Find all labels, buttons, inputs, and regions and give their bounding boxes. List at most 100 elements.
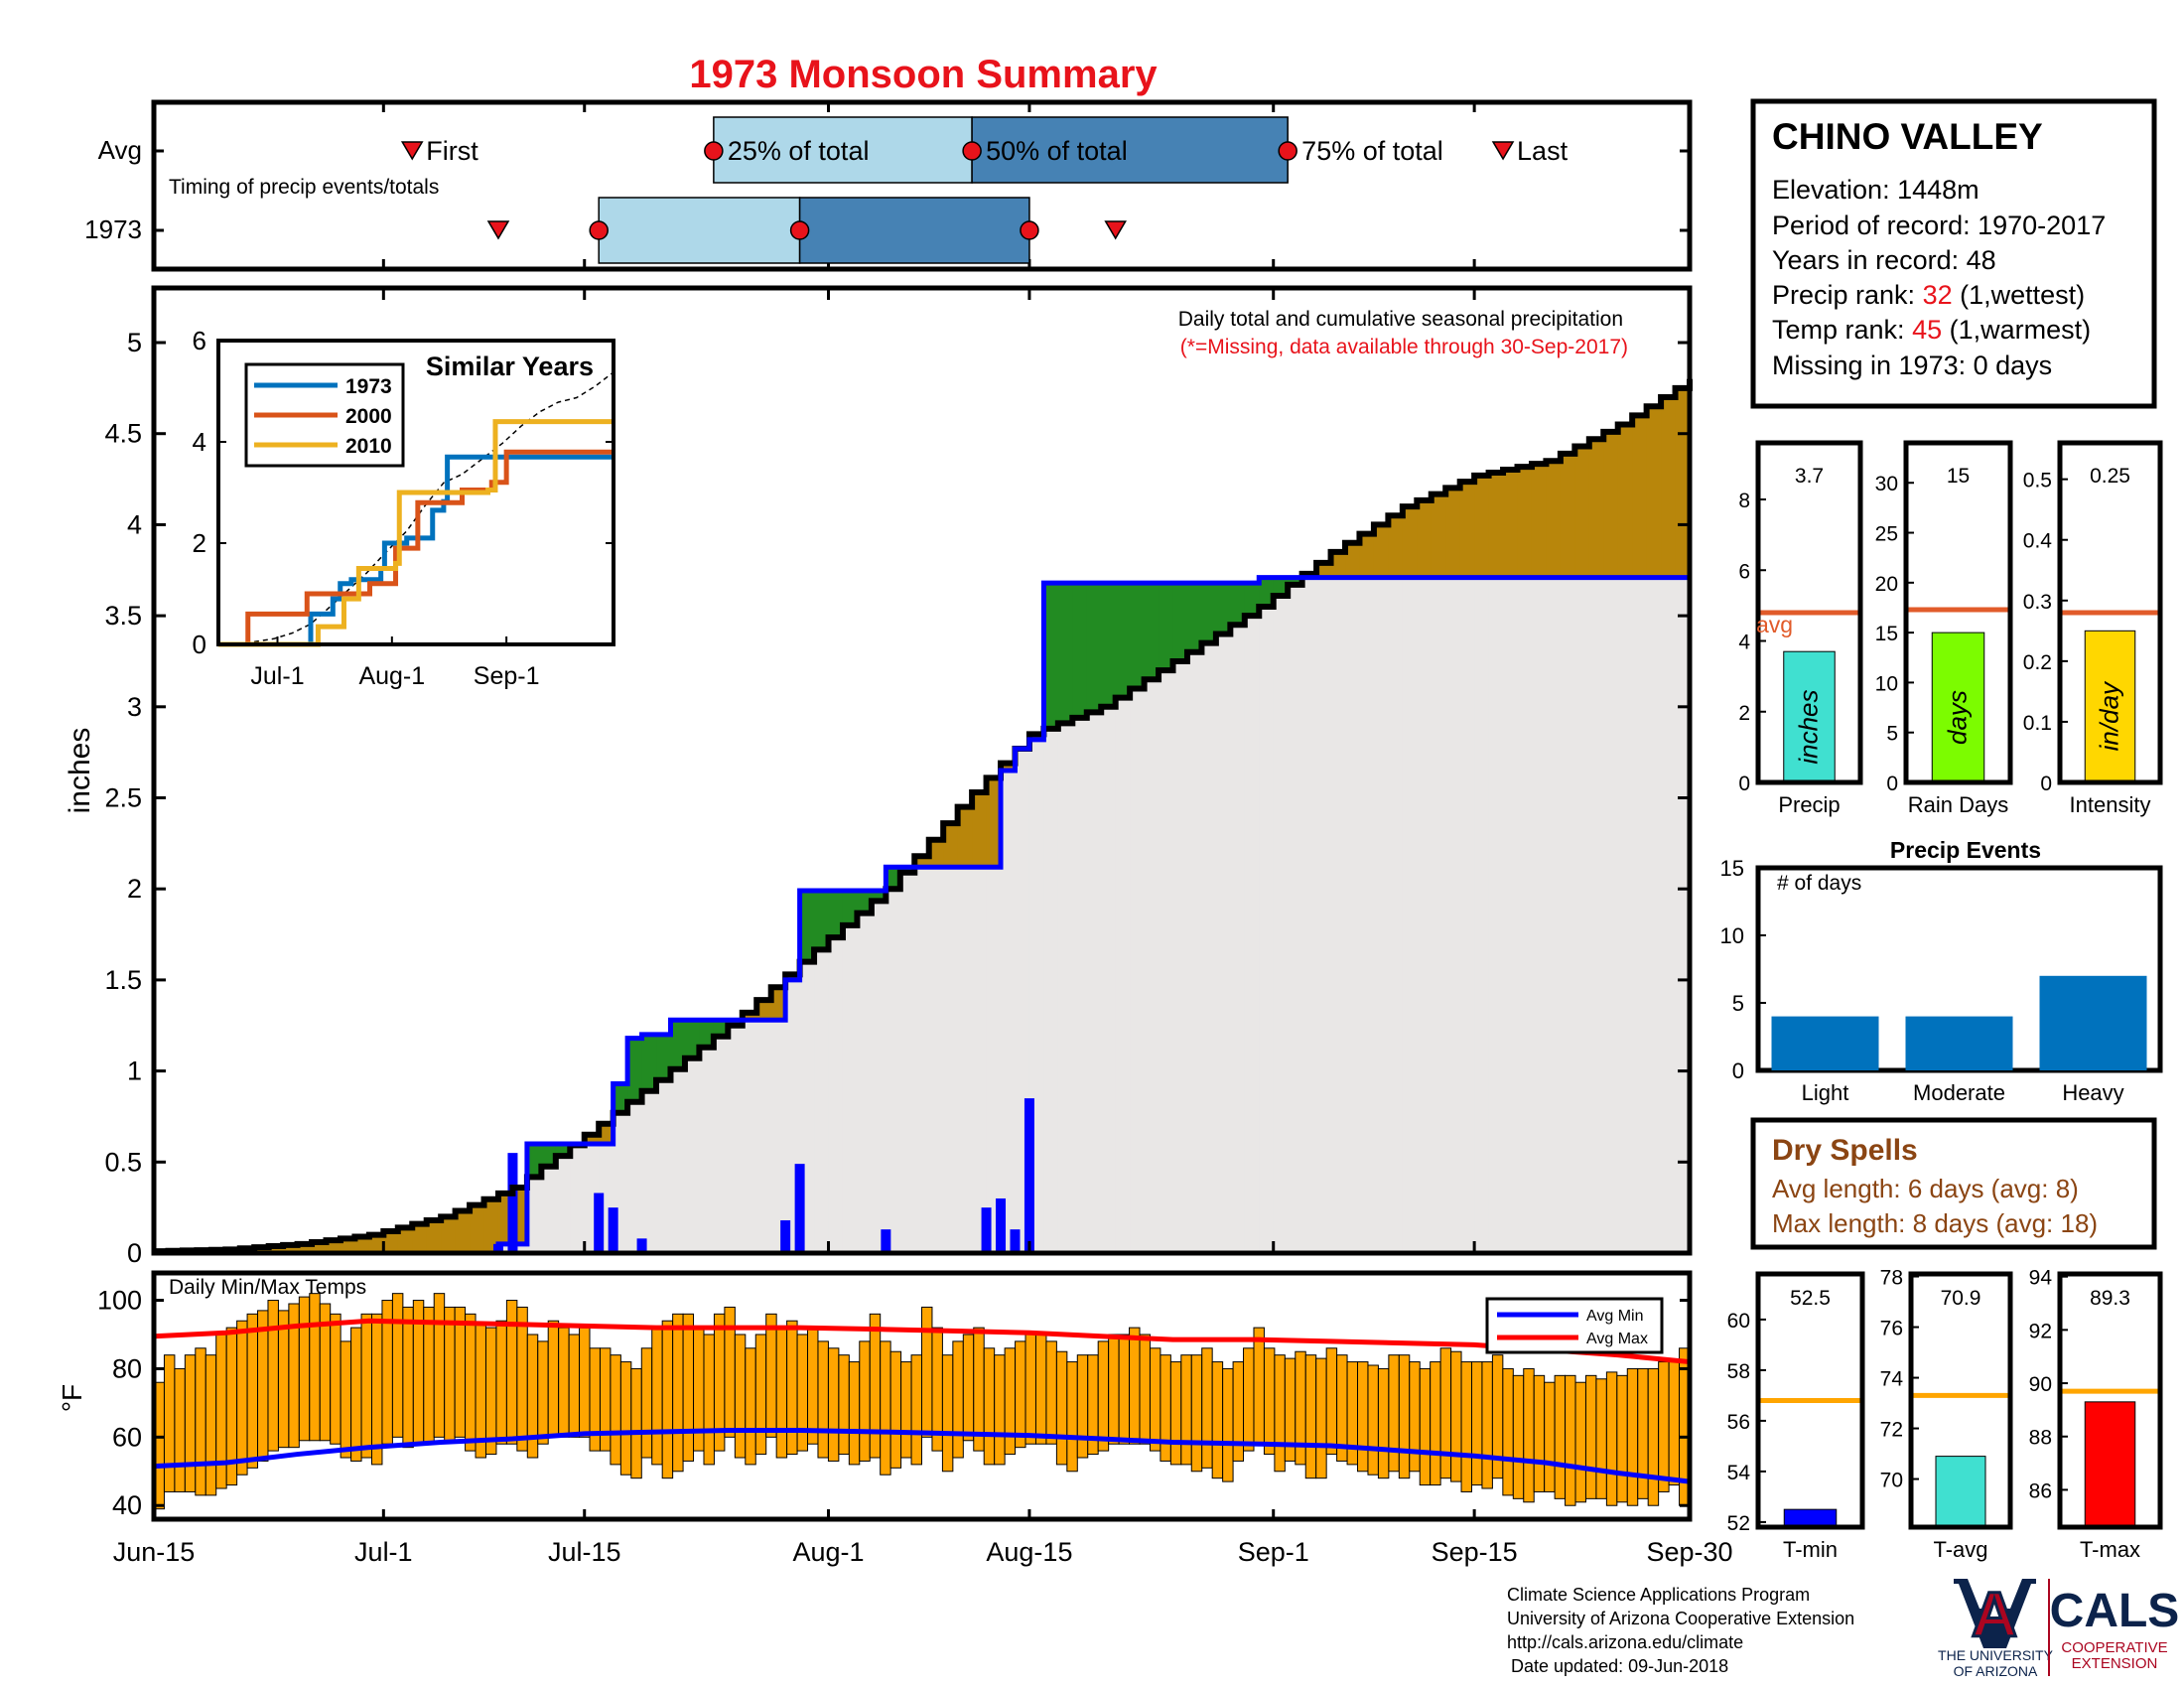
timing-marker-p50-year: [789, 220, 810, 240]
cumulative-ytick-label: 0: [127, 1238, 142, 1268]
precip-rank-prefix: Precip rank:: [1772, 280, 1923, 310]
cumulative-base-fill: [570, 1145, 586, 1253]
similar-years-xtick-label: Jul-1: [250, 662, 304, 690]
daily-temp-bar: [1430, 1361, 1441, 1486]
cumulative-base-fill: [1445, 577, 1461, 1253]
cumulative-diff-fill: [828, 891, 844, 938]
temps-legend-label-max: Avg Max: [1586, 1331, 1648, 1347]
cumulative-diff-fill: [526, 1143, 542, 1178]
daily-temp-bar: [1523, 1367, 1535, 1503]
cumulative-base-fill: [871, 901, 887, 1253]
precip-events-ylabel: # of days: [1777, 872, 1861, 895]
daily-temp-bar: [1034, 1334, 1047, 1445]
tsum-ytick-label: 72: [1880, 1419, 1903, 1442]
cumulative-diff-fill: [656, 1034, 671, 1080]
daily-temp-bar: [921, 1306, 933, 1438]
similar-years-ytick-label: 4: [193, 427, 206, 457]
cumulative-diff-fill: [886, 867, 901, 890]
cumulative-diff-fill: [842, 891, 858, 925]
footer: Climate Science Applications Program Uni…: [1507, 1585, 1854, 1676]
cumulative-diff-fill: [340, 1238, 355, 1253]
daily-temp-bar: [1304, 1354, 1317, 1479]
cumulative-diff-fill: [1359, 533, 1375, 578]
cumulative-diff-fill: [483, 1198, 499, 1253]
totals-ytick-label: 0.4: [2023, 530, 2053, 553]
totals-bar-precip: [1783, 650, 1836, 783]
temps-xtick-label: Jul-15: [548, 1537, 621, 1567]
similar-years-xtick-label: Aug-1: [358, 662, 425, 690]
cumulative-base-fill: [512, 1243, 528, 1253]
cumulative-base-fill: [972, 867, 988, 1253]
cumulative-base-fill: [1517, 577, 1533, 1253]
cumulative-base-fill: [986, 867, 1002, 1253]
cumulative-base-fill: [742, 1020, 757, 1253]
cumulative-diff-fill: [1661, 397, 1677, 578]
cumulative-diff-fill: [1101, 583, 1117, 707]
cumulative-diff-fill: [426, 1219, 442, 1253]
cumulative-base-fill: [1288, 584, 1303, 1253]
cumulative-diff-fill: [541, 1143, 557, 1167]
cumulative-diff-fill: [599, 1123, 614, 1144]
daily-temp-bar: [952, 1340, 964, 1459]
dry-spells-max: Max length: 8 days (avg: 18): [1772, 1208, 2098, 1238]
daily-temp-bar: [775, 1327, 788, 1459]
daily-temp-bar: [1315, 1357, 1327, 1479]
daily-temp-bar: [1647, 1367, 1660, 1506]
tsum-ytick-label: 94: [2029, 1267, 2053, 1290]
daily-temp-bar: [1097, 1340, 1110, 1452]
daily-temp-bar: [433, 1293, 446, 1438]
daily-temp-bar: [610, 1354, 621, 1466]
ua-logo-mark: [1954, 1579, 2036, 1648]
cumulative-diff-fill: [641, 1034, 657, 1091]
cumulative-diff-fill: [1546, 461, 1562, 578]
cumulative-diff-fill: [972, 792, 988, 868]
totals-value-label: 15: [1947, 465, 1970, 488]
daily-temp-bar: [1295, 1350, 1306, 1466]
cumulative-base-fill: [526, 1177, 542, 1253]
daily-temp-bar: [391, 1293, 404, 1438]
daily-temp-bar: [1015, 1340, 1026, 1449]
cumulative-base-fill: [770, 1020, 786, 1253]
daily-temp-bar: [1554, 1374, 1567, 1499]
daily-temp-bar: [454, 1306, 467, 1438]
daily-temp-bar: [1544, 1381, 1556, 1492]
daily-temp-bar: [1409, 1361, 1421, 1473]
similar-years-inset: 0 2 4 6 Jul-1 Aug-1 Sep-1 1973 2000 2010 Similar Y…: [193, 326, 615, 690]
cals-logo: CALS COOPERATIVE EXTENSION: [2050, 1585, 2180, 1672]
daily-temp-bar: [869, 1313, 882, 1459]
cumulative-base-fill: [1159, 670, 1174, 1253]
cumulative-diff-fill: [1043, 583, 1059, 729]
daily-temp-bar: [1274, 1354, 1286, 1473]
daily-temp-bar: [1460, 1361, 1472, 1492]
daily-temp-bar: [1439, 1347, 1452, 1479]
cumulative-base-fill: [684, 1057, 700, 1253]
cumulative-base-fill: [1273, 595, 1289, 1253]
daily-temp-bar: [651, 1327, 663, 1466]
cumulative-base-fill: [756, 1020, 772, 1253]
avg-min-line: [153, 1427, 1691, 1484]
cumulative-diff-fill: [756, 1000, 772, 1021]
cumulative-base-fill: [1316, 577, 1332, 1253]
cumulative-base-fill: [1057, 723, 1073, 1253]
temps-xtick-label: Aug-15: [986, 1537, 1072, 1567]
daily-temp-bar: [619, 1361, 632, 1476]
cumulative-diff-fill: [1617, 424, 1633, 578]
daily-temp-bar: [941, 1354, 954, 1473]
cumulative-diff-fill: [1388, 515, 1404, 578]
cals-logo-text: CALS: [2050, 1585, 2180, 1637]
cumulative-base-fill: [497, 1243, 513, 1253]
daily-temp-bar: [444, 1306, 456, 1442]
totals-ytick-label: 5: [1886, 723, 1898, 746]
daily-temp-bar: [330, 1313, 341, 1445]
cumulative-base-fill: [1373, 577, 1389, 1253]
cumulative-ytick-label: 2: [127, 874, 142, 904]
cumulative-diff-fill: [1115, 583, 1131, 698]
temps-frame: [151, 1270, 1693, 1522]
daily-temp-bar: [1180, 1354, 1192, 1466]
cumulative-base-fill: [914, 867, 930, 1253]
daily-temp-bar: [195, 1347, 206, 1496]
daily-temp-bar: [1626, 1367, 1639, 1506]
temps-ytick-label: 60: [112, 1422, 142, 1452]
totals-value-label: 0.25: [2090, 465, 2130, 488]
totals-frame-0: [1755, 440, 1863, 785]
